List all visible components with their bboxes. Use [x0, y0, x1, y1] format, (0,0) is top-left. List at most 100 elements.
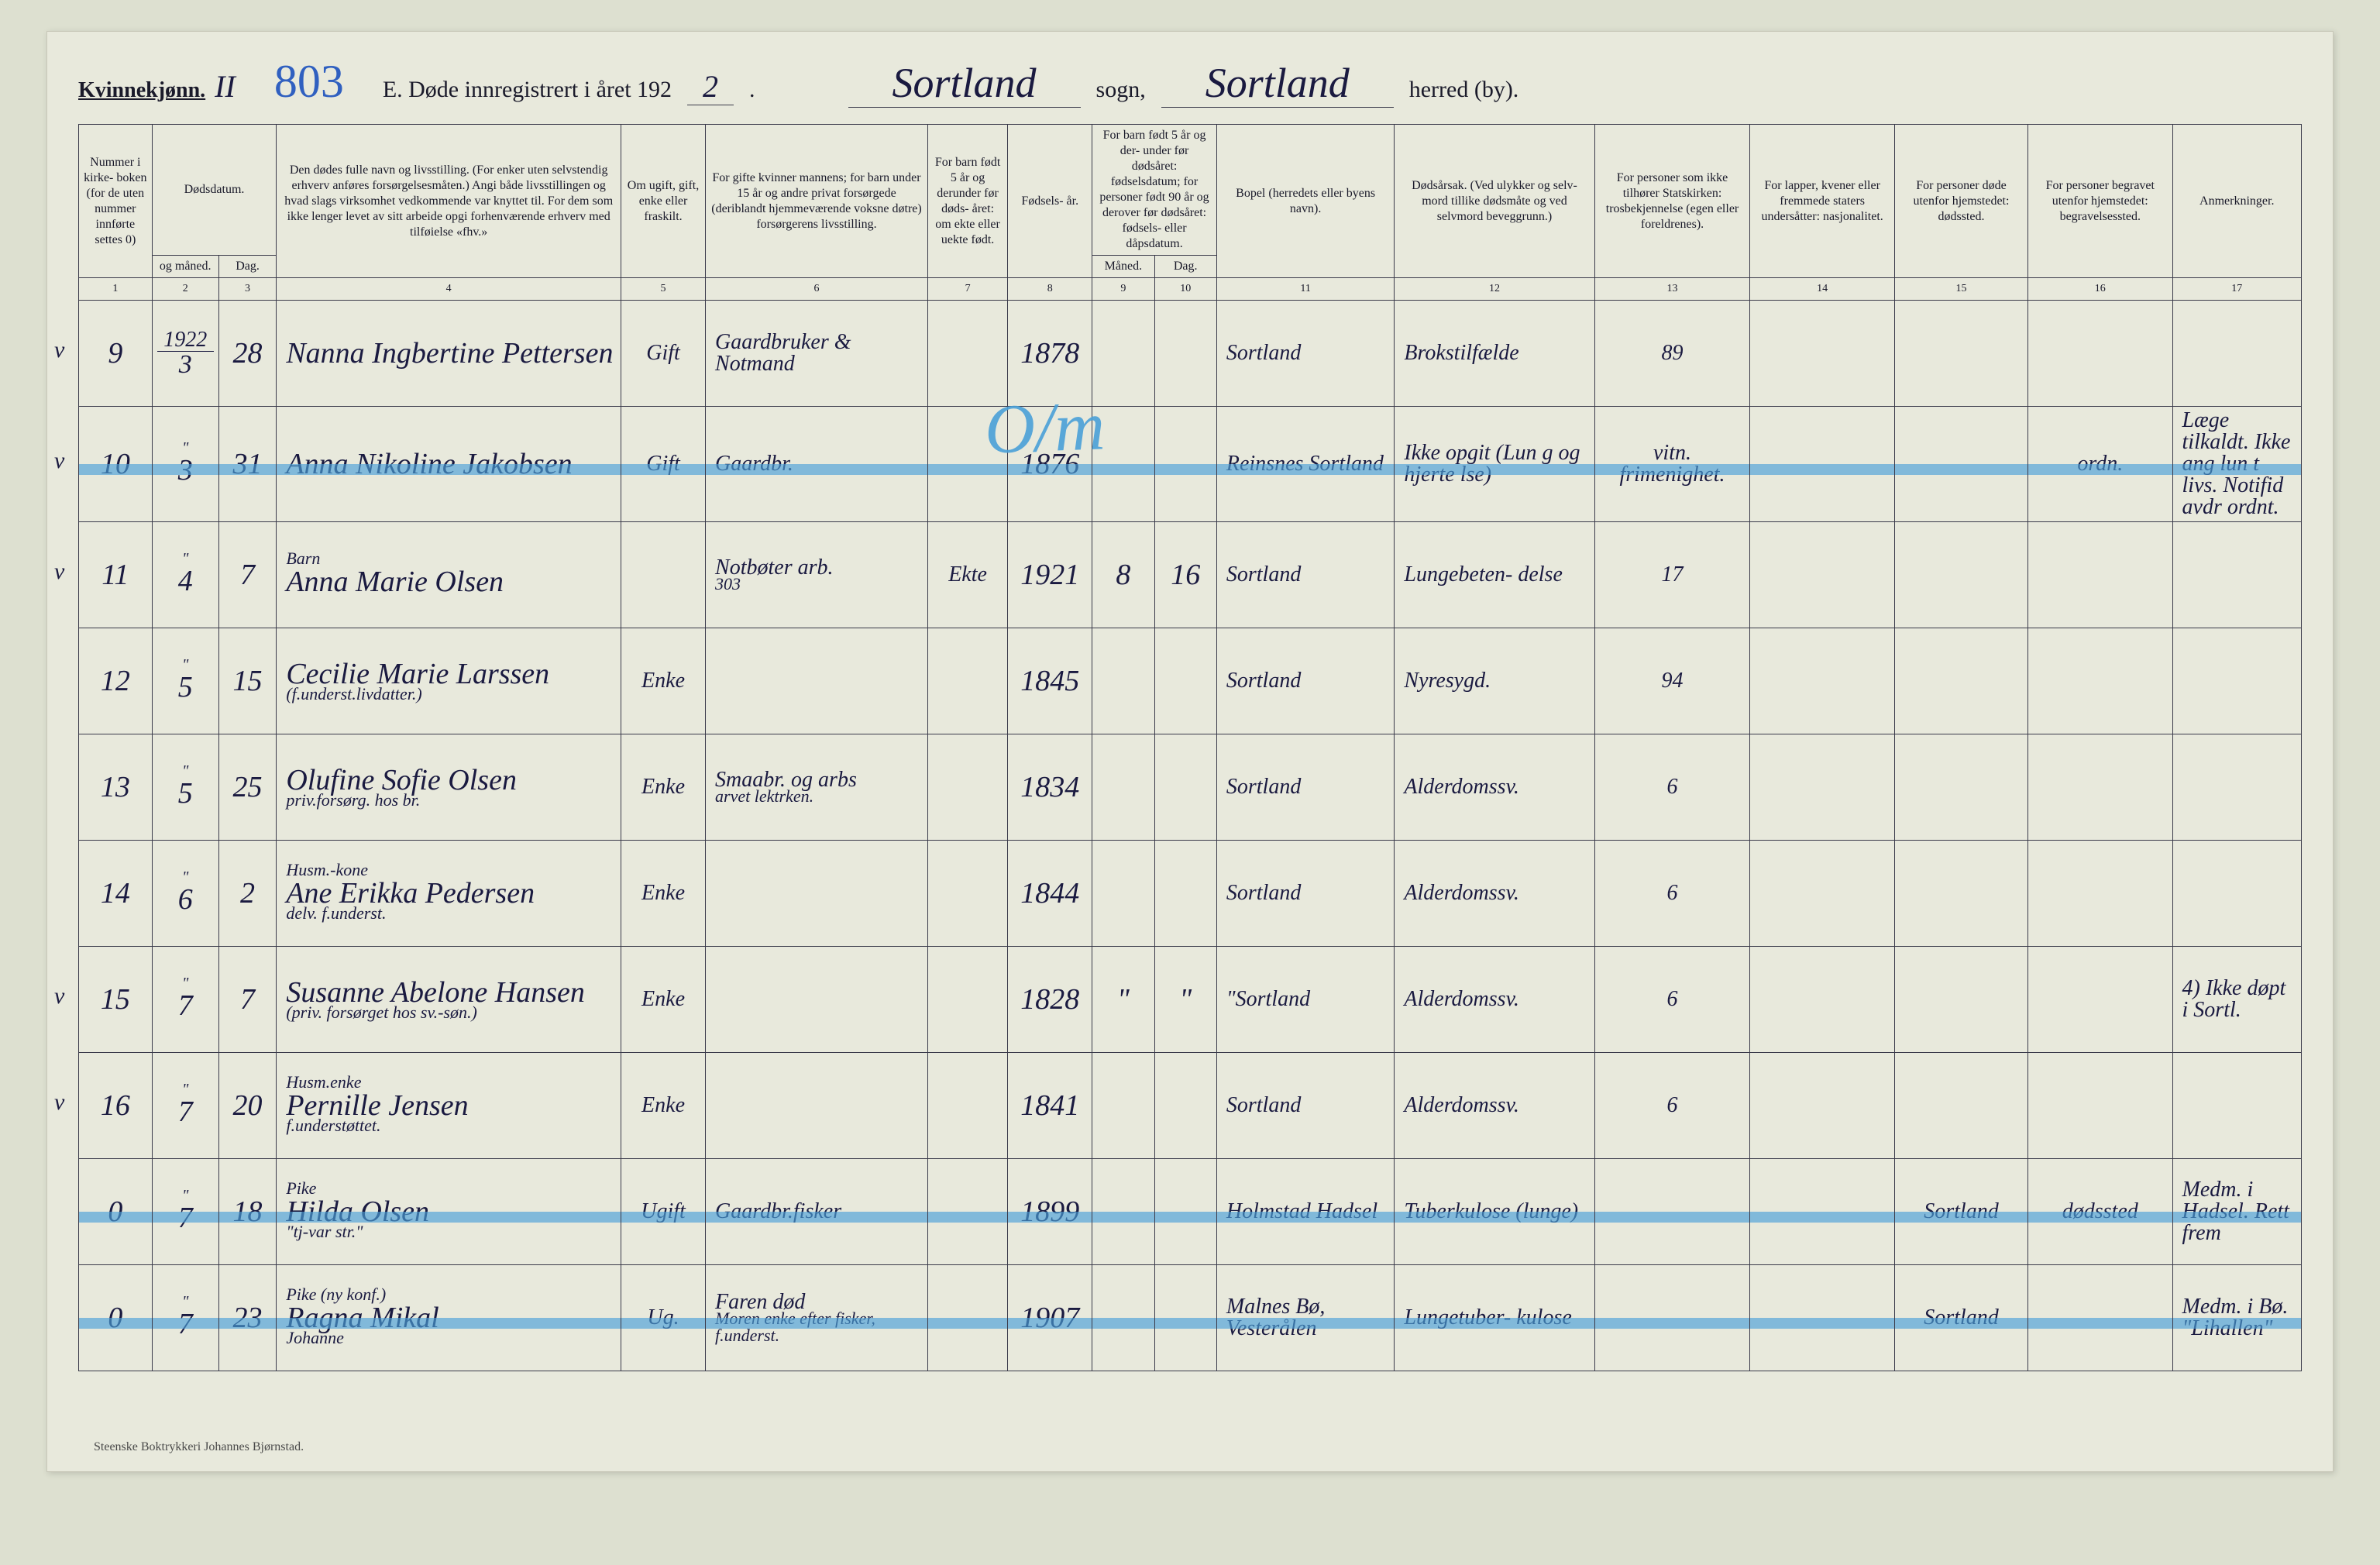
- table-cell: Sortland: [1216, 301, 1395, 407]
- table-cell: 89: [1594, 301, 1750, 407]
- table-cell: Gaardbruker & Notmand: [706, 301, 928, 407]
- table-cell: "3: [152, 407, 218, 522]
- table-cell: [1092, 407, 1154, 522]
- table-cell: [2028, 947, 2172, 1053]
- table-cell: Enke: [621, 1053, 706, 1159]
- table-cell: [1594, 1159, 1750, 1265]
- table-cell: [1894, 734, 2027, 841]
- table-row: 0"723Pike (ny konf.)Ragna MikalJohanneUg…: [79, 1265, 2302, 1371]
- table-cell: 94: [1594, 628, 1750, 734]
- roman-numeral: II: [215, 68, 236, 105]
- table-cell: BarnAnna Marie Olsen: [277, 522, 621, 628]
- table-cell: Sortland: [1894, 1265, 2027, 1371]
- col-number: 4: [277, 278, 621, 301]
- table-cell: [1594, 1265, 1750, 1371]
- table-cell: 6: [1594, 1053, 1750, 1159]
- table-cell: [1894, 841, 2027, 947]
- table-cell: Lungebeten- delse: [1395, 522, 1594, 628]
- col-15-header: For personer døde utenfor hjemstedet: dø…: [1894, 125, 2027, 278]
- table-cell: [2172, 301, 2301, 407]
- col-number: 8: [1008, 278, 1092, 301]
- table-cell: [2172, 734, 2301, 841]
- table-cell: Ekte: [927, 522, 1007, 628]
- table-cell: Gift: [621, 301, 706, 407]
- table-cell: Sortland: [1216, 1053, 1395, 1159]
- col-number: 11: [1216, 278, 1395, 301]
- table-cell: ordn.: [2028, 407, 2172, 522]
- table-cell: [706, 841, 928, 947]
- title-period: .: [749, 77, 755, 103]
- col-11-header: Bopel (herredets eller byens navn).: [1216, 125, 1395, 278]
- col-13-header: For personer som ikke tilhører Statskirk…: [1594, 125, 1750, 278]
- table-cell: Ugift: [621, 1159, 706, 1265]
- table-row: v16"720Husm.enkePernille Jensenf.underst…: [79, 1053, 2302, 1159]
- table-cell: Læge tilkaldt. Ikke ang lun t livs. Noti…: [2172, 407, 2301, 522]
- table-cell: Sortland: [1894, 1159, 2027, 1265]
- table-row: 0"718PikeHilda Olsen"tj-var str."UgiftGa…: [79, 1159, 2302, 1265]
- table-cell: Alderdomssv.: [1395, 1053, 1594, 1159]
- table-cell: Enke: [621, 734, 706, 841]
- table-cell: Tuberkulose (lunge): [1395, 1159, 1594, 1265]
- table-cell: Sortland: [1216, 522, 1395, 628]
- table-cell: Enke: [621, 947, 706, 1053]
- ledger-page: Kvinnekjønn. II 803 E. Døde innregistrer…: [46, 31, 2334, 1472]
- col-3-sub: Dag.: [218, 256, 277, 278]
- table-cell: v16: [79, 1053, 153, 1159]
- table-cell: Sortland: [1216, 841, 1395, 947]
- col-2-3-header: Dødsdatum.: [152, 125, 277, 256]
- table-cell: [1750, 1265, 1894, 1371]
- table-cell: [2028, 628, 2172, 734]
- col-number: 17: [2172, 278, 2301, 301]
- table-row: 14"62Husm.-koneAne Erikka Pedersendelv. …: [79, 841, 2302, 947]
- table-cell: PikeHilda Olsen"tj-var str.": [277, 1159, 621, 1265]
- col-12-header: Dødsårsak. (Ved ulykker og selv- mord ti…: [1395, 125, 1594, 278]
- col-17-header: Anmerkninger.: [2172, 125, 2301, 278]
- table-cell: [2028, 1053, 2172, 1159]
- header-line: Kvinnekjønn. II 803 E. Døde innregistrer…: [78, 55, 2302, 108]
- table-cell: 1841: [1008, 1053, 1092, 1159]
- table-cell: [927, 734, 1007, 841]
- table-cell: Smaabr. og arbsarvet lektrken.: [706, 734, 928, 841]
- ledger-table: Nummer i kirke- boken (for de uten numme…: [78, 124, 2302, 1371]
- table-cell: 17: [1594, 522, 1750, 628]
- table-cell: Enke: [621, 628, 706, 734]
- sogn-value: Sortland: [848, 59, 1081, 108]
- table-cell: [1092, 301, 1154, 407]
- table-cell: Notbøter arb.303: [706, 522, 928, 628]
- col-5-header: Om ugift, gift, enke eller fraskilt.: [621, 125, 706, 278]
- table-cell: Nanna Ingbertine Pettersen: [277, 301, 621, 407]
- table-cell: [2028, 734, 2172, 841]
- col-number: 10: [1154, 278, 1216, 301]
- col-number: 16: [2028, 278, 2172, 301]
- table-row: v11"47BarnAnna Marie OlsenNotbøter arb.3…: [79, 522, 2302, 628]
- table-cell: [1750, 841, 1894, 947]
- col-number: 14: [1750, 278, 1894, 301]
- table-cell: [927, 1053, 1007, 1159]
- table-cell: Faren dødMoren enke efter fisker, f.unde…: [706, 1265, 928, 1371]
- table-cell: [1154, 628, 1216, 734]
- table-cell: 7: [218, 947, 277, 1053]
- table-cell: v9: [79, 301, 153, 407]
- table-cell: [1154, 1265, 1216, 1371]
- table-cell: 14: [79, 841, 153, 947]
- table-cell: "7: [152, 947, 218, 1053]
- table-cell: [1750, 1053, 1894, 1159]
- table-cell: 23: [218, 1265, 277, 1371]
- table-cell: Sortland: [1216, 734, 1395, 841]
- table-cell: [1154, 734, 1216, 841]
- table-cell: Gift: [621, 407, 706, 522]
- table-cell: dødssted: [2028, 1159, 2172, 1265]
- table-cell: Sortland: [1216, 628, 1395, 734]
- table-cell: [927, 1159, 1007, 1265]
- col-6-header: For gifte kvinner mannens; for barn unde…: [706, 125, 928, 278]
- table-cell: "Sortland: [1216, 947, 1395, 1053]
- table-cell: [1092, 1265, 1154, 1371]
- col-1-header: Nummer i kirke- boken (for de uten numme…: [79, 125, 153, 278]
- table-cell: Gaardbr.fisker: [706, 1159, 928, 1265]
- table-cell: v11: [79, 522, 153, 628]
- table-cell: 1876: [1008, 407, 1092, 522]
- table-cell: Husm.enkePernille Jensenf.understøttet.: [277, 1053, 621, 1159]
- table-row: v10"331Anna Nikoline JakobsenGiftGaardbr…: [79, 407, 2302, 522]
- table-cell: 4) Ikke døpt i Sortl.: [2172, 947, 2301, 1053]
- col-4-header: Den dødes fulle navn og livsstilling. (F…: [277, 125, 621, 278]
